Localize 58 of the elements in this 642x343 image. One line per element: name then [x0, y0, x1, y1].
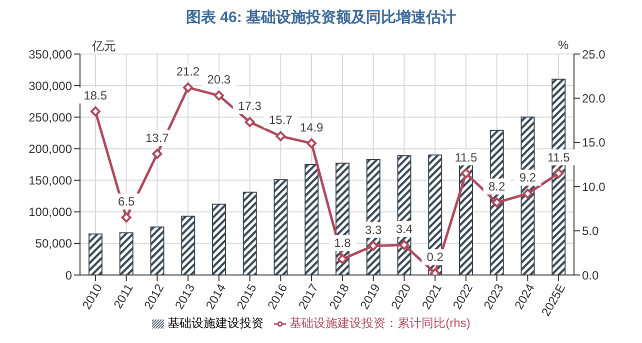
y2-tick-label: 20.0 [582, 91, 606, 106]
point [460, 168, 471, 178]
data-label: 11.5 [454, 150, 478, 164]
point [152, 148, 162, 159]
data-label: 20.3 [207, 72, 231, 87]
bar [242, 192, 257, 275]
point [554, 168, 564, 178]
bar [119, 232, 134, 275]
point [399, 240, 410, 250]
point [522, 188, 533, 199]
y-tick-label: 200,000 [28, 142, 72, 156]
y2-tick-label: 5.0 [582, 224, 600, 238]
legend-label: 基础设施建设投资：累计同比(rhs) [290, 316, 470, 330]
data-label: 15.7 [269, 113, 293, 128]
y-tick-label: 100,000 [28, 205, 72, 220]
y2-tick-label: 25.0 [582, 47, 606, 62]
point [121, 212, 132, 223]
data-label: 0.2 [426, 250, 444, 264]
bar [150, 226, 164, 275]
y-tick-label: 150,000 [28, 174, 72, 188]
y2-tick-label: 0.0 [582, 268, 600, 282]
y-tick-label: 250,000 [28, 110, 72, 124]
y-tick-label: 50,000 [35, 236, 72, 251]
point [276, 131, 286, 142]
data-label: 21.2 [176, 64, 200, 79]
point [368, 240, 378, 251]
data-label: 8.2 [488, 180, 506, 194]
bar [304, 164, 319, 275]
data-label: 6.5 [118, 194, 135, 209]
point [90, 106, 100, 116]
legend-label: 基础设施建设投资 [168, 316, 264, 330]
data-label: 18.5 [84, 88, 108, 102]
bar [212, 204, 226, 275]
point [337, 254, 348, 264]
data-label: 14.9 [300, 120, 324, 134]
data-label: 17.3 [238, 99, 262, 114]
point [492, 198, 502, 208]
y2-tick-label: 15.0 [582, 136, 606, 150]
y2-axis-title: % [558, 38, 569, 52]
y-axis-title: 亿元 [92, 38, 116, 55]
bar [274, 179, 288, 275]
y-tick-label: 0 [65, 268, 72, 282]
data-label: 9.2 [519, 170, 536, 185]
point [306, 138, 317, 148]
bar [181, 216, 196, 275]
point [183, 82, 194, 93]
data-label: 3.3 [364, 222, 382, 237]
data-label: 13.7 [146, 130, 170, 145]
y2-tick-label: 10.0 [582, 180, 606, 194]
y-tick-label: 300,000 [28, 78, 72, 93]
point [214, 90, 224, 101]
chart-title: 图表 46: 基础设施投资额及同比增速估计 [184, 8, 457, 28]
data-label: 1.8 [334, 236, 352, 250]
point [244, 117, 255, 128]
data-label: 3.4 [396, 222, 413, 236]
data-label: 11.5 [547, 150, 570, 164]
y-tick-label: 350,000 [28, 47, 72, 62]
bar [88, 233, 102, 275]
